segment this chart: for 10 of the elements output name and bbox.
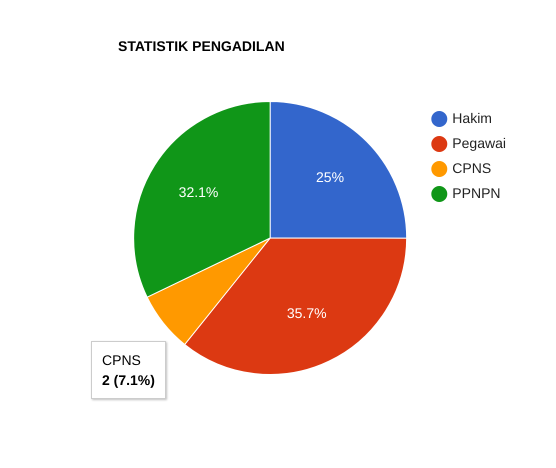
text: 2 (7.1%) xyxy=(102,371,155,390)
data-label: 35.7% xyxy=(286,305,327,322)
legend-label: Pegawai xyxy=(452,134,506,151)
legend-label: CPNS xyxy=(452,160,492,176)
data-label: 25% xyxy=(316,169,344,186)
legend-label: PPNPN xyxy=(452,184,501,201)
data-label: 32.1% xyxy=(178,184,218,200)
text: CPNS xyxy=(102,351,142,370)
chart-title: STATISTIK PENGADILAN xyxy=(118,38,285,54)
legend-label: Hakim xyxy=(452,110,492,126)
